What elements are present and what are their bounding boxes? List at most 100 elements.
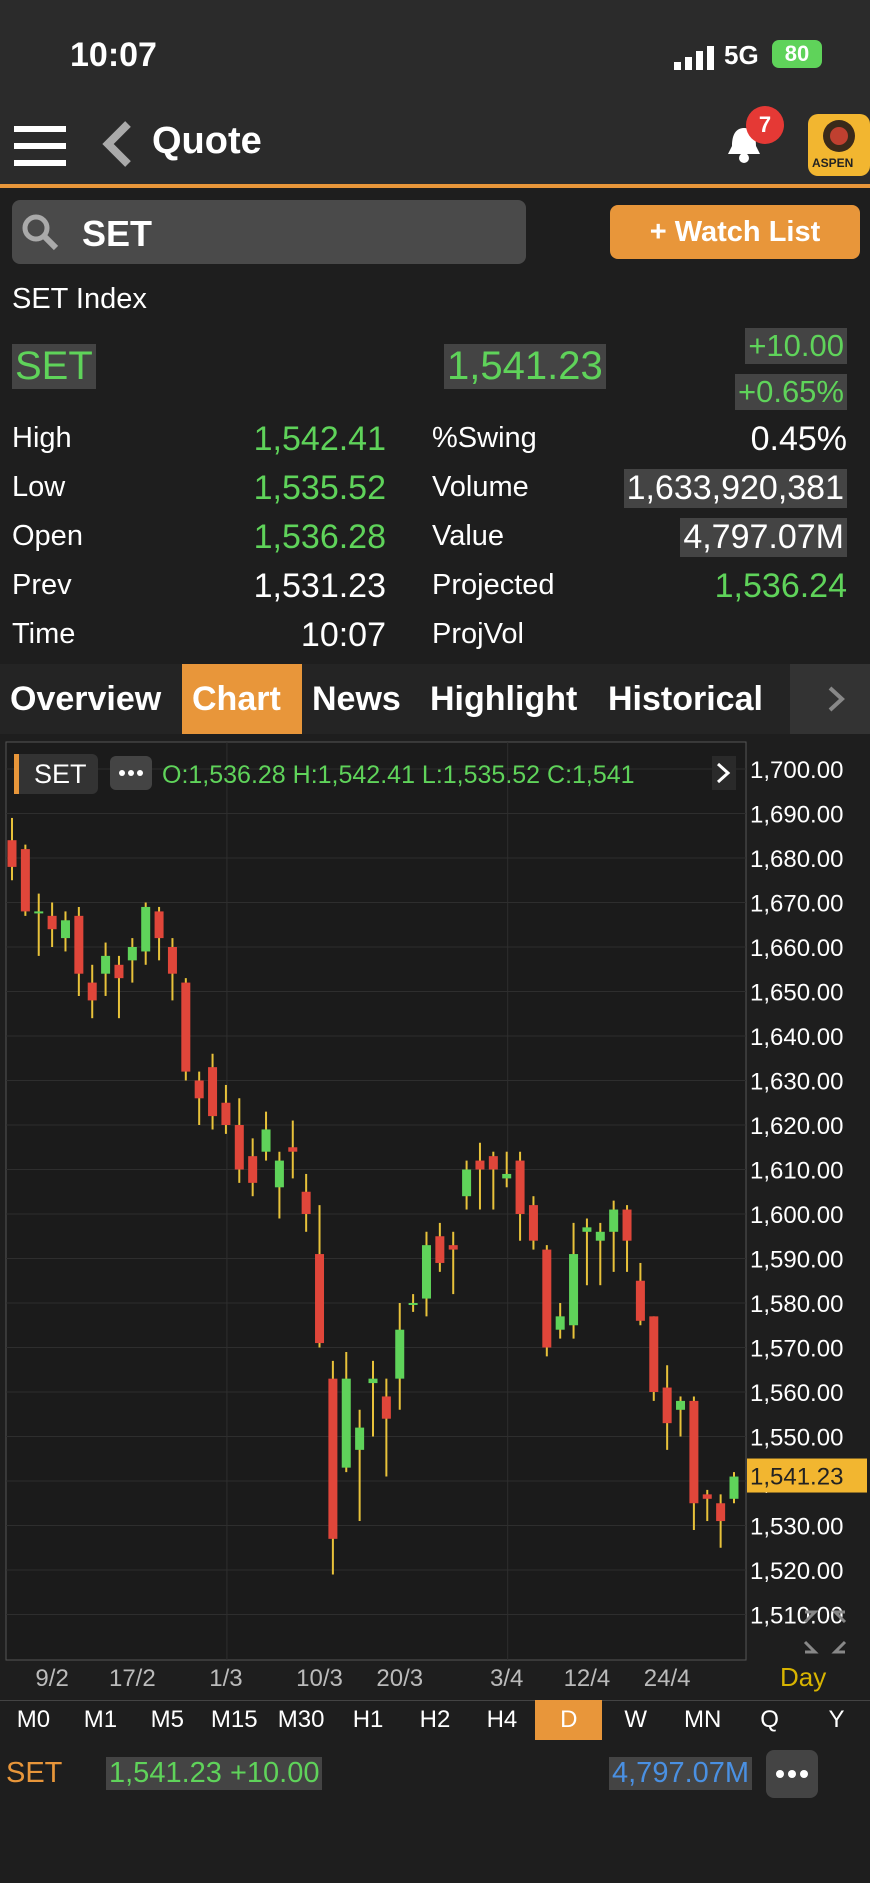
stat-value-low: 1,535.52 bbox=[253, 469, 386, 507]
status-time: 10:07 bbox=[70, 36, 157, 74]
interval-label: Day bbox=[780, 1662, 826, 1692]
stat-label-open: Open bbox=[12, 520, 83, 552]
stat-label-low: Low bbox=[12, 471, 66, 503]
candle-body bbox=[7, 840, 17, 867]
candle-body bbox=[234, 1125, 244, 1170]
tab-highlight[interactable]: Highlight bbox=[420, 664, 604, 734]
y-tick-label: 1,590.00 bbox=[750, 1247, 843, 1274]
candle-body bbox=[141, 906, 151, 952]
candle-body bbox=[261, 1129, 271, 1152]
period-h2[interactable]: H2 bbox=[419, 1706, 451, 1733]
candle-body bbox=[528, 1205, 538, 1241]
candle-body bbox=[274, 1160, 284, 1188]
candle-body bbox=[622, 1209, 632, 1241]
period-mn[interactable]: MN bbox=[684, 1706, 722, 1733]
stat-label-projected: Projected bbox=[432, 569, 555, 601]
page-title: Quote bbox=[152, 120, 262, 162]
y-tick-label: 1,530.00 bbox=[750, 1514, 843, 1541]
candle-body bbox=[475, 1160, 485, 1170]
chart-symbol-box[interactable] bbox=[14, 754, 98, 794]
search-input[interactable] bbox=[80, 212, 484, 256]
candle-body bbox=[341, 1378, 351, 1468]
candle-body bbox=[582, 1227, 592, 1232]
stat-value-swing: 0.45% bbox=[750, 420, 847, 458]
candle-body bbox=[662, 1387, 672, 1424]
y-tick-label: 1,580.00 bbox=[750, 1291, 843, 1318]
candle-body bbox=[368, 1378, 378, 1384]
candle-body bbox=[435, 1236, 445, 1263]
candle-body bbox=[101, 955, 111, 974]
more-button[interactable] bbox=[766, 1750, 818, 1798]
last-price-label: 1,541.23 bbox=[750, 1464, 843, 1491]
tab-overview[interactable]: Overview bbox=[0, 664, 182, 734]
y-tick-label: 1,670.00 bbox=[750, 891, 843, 918]
candle-body bbox=[208, 1067, 218, 1117]
candle-body bbox=[702, 1494, 712, 1499]
candle-body bbox=[542, 1249, 552, 1348]
stat-value-open: 1,536.28 bbox=[253, 518, 386, 556]
period-d[interactable]: D bbox=[535, 1700, 603, 1740]
tabs-more-icon[interactable] bbox=[824, 684, 848, 714]
period-y[interactable]: Y bbox=[828, 1706, 845, 1733]
candle-body bbox=[87, 982, 97, 1001]
y-tick-label: 1,570.00 bbox=[750, 1336, 843, 1363]
tab-historical[interactable]: Historical bbox=[598, 664, 790, 734]
period-bar bbox=[0, 1700, 870, 1741]
app-logo[interactable]: ASPEN bbox=[808, 114, 870, 176]
candle-body bbox=[328, 1378, 338, 1539]
bottom-value: 4,797.07M bbox=[609, 1757, 753, 1790]
candle-body bbox=[555, 1316, 565, 1330]
period-m5[interactable]: M5 bbox=[150, 1706, 184, 1733]
tab-news[interactable]: News bbox=[302, 664, 420, 734]
chart-ohlc-readout: O:1,536.28 H:1,542.41 L:1,535.52 C:1,541 bbox=[162, 761, 635, 789]
bottom-price-change: 1,541.23 +10.00 bbox=[106, 1757, 323, 1790]
y-tick-label: 1,610.00 bbox=[750, 1158, 843, 1185]
back-icon[interactable] bbox=[100, 120, 134, 168]
y-tick-label: 1,640.00 bbox=[750, 1024, 843, 1051]
period-h4[interactable]: H4 bbox=[486, 1706, 518, 1733]
watch-list-button[interactable]: + Watch List bbox=[610, 205, 860, 259]
x-tick-label: 10/3 bbox=[296, 1665, 343, 1692]
nav-bar bbox=[0, 108, 870, 188]
y-tick-label: 1,550.00 bbox=[750, 1425, 843, 1452]
candlestick-chart[interactable]: 1,700.00 1,690.00 1,680.00 1,670.00 1,660.00… bbox=[0, 0, 870, 1700]
candle-body bbox=[301, 1191, 311, 1214]
candle-body bbox=[515, 1160, 525, 1214]
logo-label: ASPEN bbox=[812, 156, 854, 170]
y-tick-label: 1,520.00 bbox=[750, 1558, 843, 1585]
candle-body bbox=[288, 1147, 298, 1152]
network-label: 5G bbox=[724, 40, 759, 70]
period-m15[interactable]: M15 bbox=[210, 1706, 258, 1733]
menu-icon[interactable] bbox=[14, 124, 66, 168]
y-tick-label: 1,620.00 bbox=[750, 1113, 843, 1140]
period-h1[interactable]: H1 bbox=[352, 1706, 384, 1733]
bottom-symbol: SET bbox=[6, 1757, 63, 1789]
x-tick-label: 1/3 bbox=[209, 1665, 242, 1692]
candle-body bbox=[569, 1254, 579, 1326]
period-m1[interactable]: M1 bbox=[83, 1706, 118, 1733]
candle-body bbox=[609, 1209, 619, 1232]
period-w[interactable]: W bbox=[624, 1706, 648, 1733]
candle-body bbox=[47, 915, 57, 930]
dot bbox=[137, 770, 143, 776]
period-m0[interactable]: M0 bbox=[16, 1706, 51, 1733]
x-tick-label: 12/4 bbox=[564, 1665, 611, 1692]
stat-label-value: Value bbox=[432, 520, 505, 552]
candle-body bbox=[248, 1156, 258, 1183]
stat-label-volume: Volume bbox=[432, 471, 529, 503]
more-icon bbox=[776, 1770, 808, 1778]
candle-body bbox=[488, 1156, 498, 1170]
candle-body bbox=[635, 1280, 645, 1321]
tab-chart[interactable]: Chart bbox=[182, 664, 302, 734]
ohlc-scroll-box[interactable] bbox=[712, 756, 736, 790]
candle-body bbox=[20, 849, 30, 912]
candle-body bbox=[381, 1396, 391, 1419]
expand-icon[interactable] bbox=[803, 1610, 847, 1654]
candle-body bbox=[194, 1080, 204, 1099]
y-tick-label: 1,700.00 bbox=[750, 757, 843, 784]
chart-plot-area bbox=[5, 741, 747, 1661]
candle-body bbox=[127, 947, 137, 961]
period-m30[interactable]: M30 bbox=[277, 1706, 325, 1733]
x-tick-label: 24/4 bbox=[644, 1665, 691, 1692]
period-q[interactable]: Q bbox=[760, 1706, 779, 1733]
